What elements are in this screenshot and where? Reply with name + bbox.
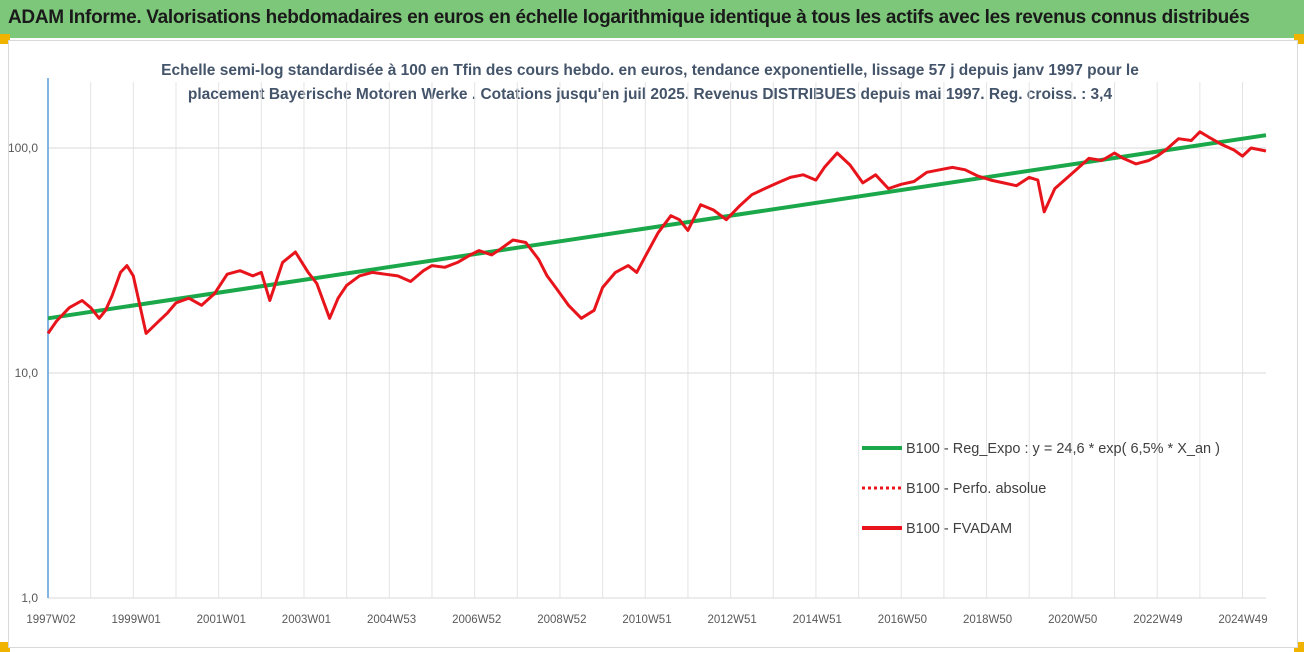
legend-label: B100 - Perfo. absolue <box>906 481 1046 497</box>
y-tick-label: 10,0 <box>15 366 39 380</box>
x-tick-label: 2004W53 <box>367 614 416 626</box>
chart-title-line: Echelle semi-log standardisée à 100 en T… <box>161 62 1139 79</box>
series-line-fvadam <box>46 130 1267 335</box>
x-tick-label: 2008W52 <box>537 614 586 626</box>
title-banner: ADAM Informe. Valorisations hebdomadaire… <box>0 0 1304 38</box>
chart-frame <box>8 40 1298 648</box>
x-tick-label: 2016W50 <box>878 614 927 626</box>
x-tick-label: 2014W51 <box>793 614 842 626</box>
x-tick-label: 2024W49 <box>1218 614 1267 626</box>
x-tick-label: 2001W01 <box>197 614 246 626</box>
legend-label: B100 - Reg_Expo : y = 24,6 * exp( 6,5% *… <box>906 441 1220 457</box>
x-tick-label: 2003W01 <box>282 614 331 626</box>
x-tick-label: 2010W51 <box>622 614 671 626</box>
y-tick-label: 1,0 <box>21 591 38 605</box>
x-tick-label: 2022W49 <box>1133 614 1182 626</box>
corner-marker-right <box>1294 34 1304 44</box>
y-tick-label: 100,0 <box>8 141 38 155</box>
banner-title: ADAM Informe. Valorisations hebdomadaire… <box>8 7 1250 28</box>
x-tick-label: 1999W01 <box>112 614 161 626</box>
corner-marker-left <box>0 34 10 44</box>
x-tick-label: 1997W02 <box>26 614 75 626</box>
series-line-reg-expo <box>47 133 1267 321</box>
corner-marker-bottom-right <box>1294 642 1304 652</box>
x-tick-label: 2012W51 <box>708 614 757 626</box>
x-tick-label: 2018W50 <box>963 614 1012 626</box>
chart-title-line: placement Bayerische Motoren Werke . Cot… <box>188 86 1113 103</box>
legend-label: B100 - FVADAM <box>906 521 1012 537</box>
x-tick-label: 2020W50 <box>1048 614 1097 626</box>
x-tick-label: 2006W52 <box>452 614 501 626</box>
corner-marker-bottom-left <box>0 642 10 652</box>
